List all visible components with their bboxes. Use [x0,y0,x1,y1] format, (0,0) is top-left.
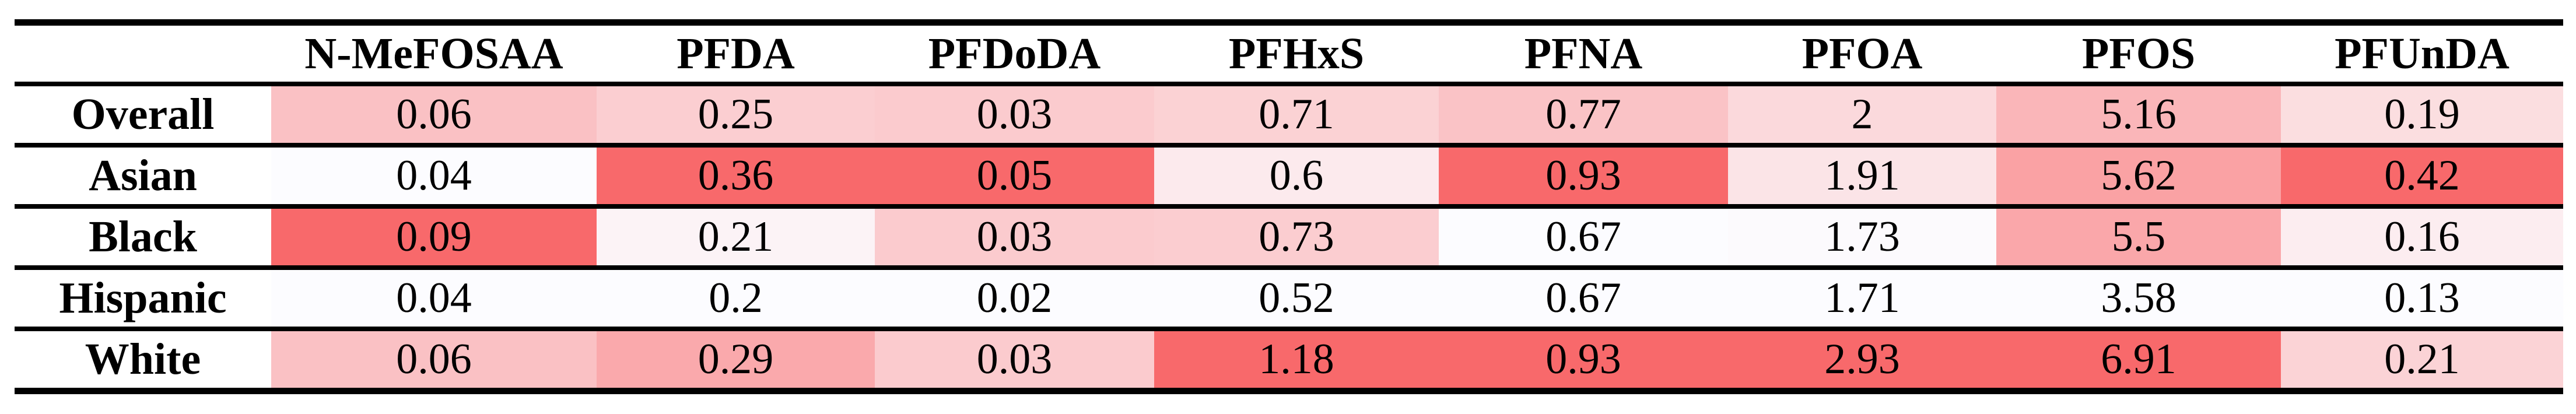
row-label-overall: Overall [15,82,271,145]
column-header-pfunda: PFUnDA [2281,22,2563,86]
heatmap-table: N-MeFOSAA PFDA PFDoDA PFHxS PFNA PFOA PF… [15,19,2563,394]
column-header-pfhxs: PFHxS [1154,22,1439,86]
table-row-black: Black 0.09 0.21 0.03 0.73 0.67 1.73 5.5 … [15,204,2563,268]
heatmap-cell: 5.5 [1996,204,2281,268]
heatmap-cell: 0.21 [2281,327,2563,391]
column-header-pfda: PFDA [597,22,875,86]
heatmap-cell: 0.19 [2281,82,2563,145]
heatmap-cell: 1.18 [1154,327,1439,391]
column-header-pfna: PFNA [1439,22,1728,86]
row-label-asian: Asian [15,143,271,206]
corner-cell [15,22,271,86]
table-row-overall: Overall 0.06 0.25 0.03 0.71 0.77 2 5.16 … [15,82,2563,145]
table-row-white: White 0.06 0.29 0.03 1.18 0.93 2.93 6.91… [15,327,2563,391]
row-label-hispanic: Hispanic [15,265,271,329]
heatmap-cell: 0.13 [2281,265,2563,329]
heatmap-cell: 1.71 [1728,265,1996,329]
column-header-pfos: PFOS [1996,22,2281,86]
heatmap-cell: 0.29 [597,327,875,391]
heatmap-cell: 0.67 [1439,265,1728,329]
table-row-asian: Asian 0.04 0.36 0.05 0.6 0.93 1.91 5.62 … [15,143,2563,206]
heatmap-cell: 0.04 [271,265,597,329]
heatmap-cell: 0.04 [271,143,597,206]
heatmap-cell: 0.21 [597,204,875,268]
heatmap-cell: 0.03 [875,82,1154,145]
heatmap-cell: 0.52 [1154,265,1439,329]
heatmap-cell: 0.42 [2281,143,2563,206]
heatmap-cell: 0.93 [1439,143,1728,206]
heatmap-cell: 6.91 [1996,327,2281,391]
heatmap-cell: 0.36 [597,143,875,206]
heatmap-cell: 0.93 [1439,327,1728,391]
row-label-white: White [15,327,271,391]
heatmap-cell: 0.77 [1439,82,1728,145]
heatmap-cell: 0.06 [271,82,597,145]
heatmap-cell: 5.62 [1996,143,2281,206]
heatmap-cell: 2.93 [1728,327,1996,391]
heatmap-cell: 0.03 [875,327,1154,391]
heatmap-cell: 0.25 [597,82,875,145]
heatmap-cell: 0.67 [1439,204,1728,268]
column-header-n-mefosaa: N-MeFOSAA [271,22,597,86]
heatmap-cell: 1.73 [1728,204,1996,268]
column-header-pfdoda: PFDoDA [875,22,1154,86]
heatmap-cell: 0.73 [1154,204,1439,268]
heatmap-cell: 0.16 [2281,204,2563,268]
column-header-pfoa: PFOA [1728,22,1996,86]
heatmap-cell: 0.02 [875,265,1154,329]
heatmap-cell: 3.58 [1996,265,2281,329]
heatmap-cell: 2 [1728,82,1996,145]
heatmap-cell: 1.91 [1728,143,1996,206]
table-row-hispanic: Hispanic 0.04 0.2 0.02 0.52 0.67 1.71 3.… [15,265,2563,329]
heatmap-cell: 0.2 [597,265,875,329]
header-row: N-MeFOSAA PFDA PFDoDA PFHxS PFNA PFOA PF… [15,22,2563,86]
heatmap-cell: 0.06 [271,327,597,391]
heatmap-cell: 0.03 [875,204,1154,268]
heatmap-cell: 5.16 [1996,82,2281,145]
row-label-black: Black [15,204,271,268]
heatmap-cell: 0.6 [1154,143,1439,206]
heatmap-cell: 0.71 [1154,82,1439,145]
heatmap-cell: 0.05 [875,143,1154,206]
heatmap-cell: 0.09 [271,204,597,268]
